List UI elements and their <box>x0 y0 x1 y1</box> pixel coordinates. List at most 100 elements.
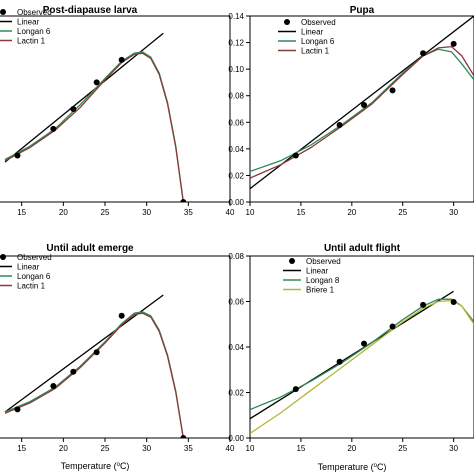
chart-2-y-tick-label: 0.04 <box>228 145 244 154</box>
chart-2-y-tick-label: 0.02 <box>228 171 244 180</box>
chart-4-y-tick-label: 0.08 <box>228 252 244 261</box>
chart-4-observed-point <box>336 358 343 365</box>
chart-2-plot-frame <box>249 15 474 203</box>
chart-3-legend-marker <box>0 254 6 260</box>
chart-3-legend-label: Longan 6 <box>17 272 51 281</box>
chart-1-observed-point <box>70 106 77 112</box>
chart-4-y-tick-label: 0.06 <box>228 298 244 307</box>
chart-4-y-tick-label: 0.02 <box>228 389 244 398</box>
chart-1-observed-point <box>93 79 100 86</box>
chart-3-observed-point <box>180 435 187 438</box>
chart-3-title: Until adult emerge <box>46 243 134 254</box>
chart-4-x-axis-label: Temperature (oC) <box>318 462 387 472</box>
chart-1-observed-point <box>14 152 21 159</box>
chart-2-x-tick-label: 30 <box>449 208 458 217</box>
chart-1-legend-label: Observed <box>17 8 52 17</box>
chart-1-series-linear-line <box>4 32 164 163</box>
chart-4-x-tick-label: 15 <box>296 444 305 453</box>
chart-3-series-longan-6-line <box>4 311 184 438</box>
chart-4-series-longan-8-line <box>250 298 474 411</box>
chart-4-legend-marker <box>289 258 295 264</box>
chart-2-x-tick-label: 15 <box>296 208 305 217</box>
chart-2-y-tick-label: 0.08 <box>228 92 244 101</box>
chart-1-legend-marker <box>0 9 6 15</box>
chart-3-x-tick-label: 35 <box>184 444 193 453</box>
chart-1-legend-label: Lactin 1 <box>17 37 46 46</box>
chart-2-observed-point <box>361 102 368 109</box>
chart-2-series-lactin-1-line <box>250 45 474 179</box>
chart-1-observed-point <box>180 199 187 202</box>
chart-2-x-tick-label: 20 <box>347 208 356 217</box>
chart-3-x-tick-label: 40 <box>226 444 235 453</box>
chart-2-observed-point <box>420 50 427 57</box>
chart-4-observed-point <box>292 386 299 393</box>
chart-2-y-tick-label: 0.00 <box>228 198 244 207</box>
chart-2-legend-label: Observed <box>301 18 336 27</box>
chart-4-observed-point <box>361 340 368 347</box>
chart-3-observed-point <box>70 368 77 375</box>
chart-4-observed-point <box>450 298 457 305</box>
chart-4-title: Until adult flight <box>324 243 401 254</box>
chart-2: Pupa 10 15 20 25 30 0.00 0.02 0.04 0.06 0.08 0.10 0.… <box>228 5 474 217</box>
chart-3-x-tick-label: 30 <box>142 444 151 453</box>
chart-2-observed-point <box>292 152 299 159</box>
chart-4-legend-label: Observed <box>306 257 341 266</box>
chart-2-series-longan-6-line <box>250 48 474 173</box>
chart-1-observed-point <box>118 56 125 63</box>
chart-2-y-tick-label: 0.06 <box>228 118 244 127</box>
chart-1-x-tick-label: 20 <box>59 208 68 217</box>
chart-4-x-tick-label: 25 <box>398 444 407 453</box>
chart-4-observed-point <box>420 301 427 308</box>
chart-4-x-tick-label: 30 <box>449 444 458 453</box>
chart-1-legend-label: Longan 6 <box>17 27 51 36</box>
chart-3-series-lactin-1-line <box>4 312 184 438</box>
chart-1-observed-point <box>50 125 57 132</box>
chart-4-legend-label: Longan 8 <box>306 276 340 285</box>
chart-4-y-tick-label: 0.00 <box>228 434 244 443</box>
chart-2-series-linear-line <box>250 16 474 190</box>
chart-2-observed-point <box>389 87 396 94</box>
chart-2-y-tick-label: 0.14 <box>228 12 244 21</box>
chart-2-legend-label: Longan 6 <box>301 37 335 46</box>
chart-1-series-longan-6-line <box>4 51 184 202</box>
chart-3-x-tick-label: 15 <box>17 444 26 453</box>
chart-4-legend-label: Briere 1 <box>306 286 335 295</box>
chart-2-x-tick-label: 10 <box>246 208 255 217</box>
chart-2-observed-point <box>450 40 457 47</box>
chart-3-legend-label: Lactin 1 <box>17 282 46 291</box>
chart-3: Until adult emerge 15 20 25 30 35 40 ObservedLi… <box>0 243 235 453</box>
chart-4-y-tick-label: 0.04 <box>228 343 244 352</box>
chart-3-legend-label: Linear <box>17 263 40 272</box>
chart-2-legend-label: Lactin 1 <box>301 47 330 56</box>
chart-2-legend-label: Linear <box>301 28 324 37</box>
chart-4-series-briere-1-line <box>250 299 474 434</box>
chart-1-title: Post-diapause larva <box>43 5 138 16</box>
chart-3-observed-point <box>50 383 57 389</box>
chart-3-x-tick-label: 20 <box>59 444 68 453</box>
chart-2-data <box>250 16 474 190</box>
chart-1-x-tick-label: 30 <box>142 208 151 217</box>
chart-2-y-tick-label: 0.10 <box>228 65 244 74</box>
chart-1-data <box>4 32 187 202</box>
chart-1-series-lactin-1-line <box>4 52 184 202</box>
chart-3-data <box>4 294 187 438</box>
chart-3-legend-label: Observed <box>17 253 52 262</box>
chart-2-title: Pupa <box>350 5 375 16</box>
chart-3-observed-point <box>14 406 21 413</box>
chart-4-x-tick-label: 10 <box>246 444 255 453</box>
chart-2-legend-marker <box>284 19 290 25</box>
chart-3-observed-point <box>93 349 100 356</box>
chart-1-x-tick-label: 40 <box>226 208 235 217</box>
chart-4-data <box>250 290 474 434</box>
chart-2-y-tick-label: 0.12 <box>228 39 244 48</box>
chart-4-legend-label: Linear <box>306 267 329 276</box>
chart-1-x-tick-label: 25 <box>101 208 110 217</box>
chart-4-series-linear-line <box>250 290 454 420</box>
chart-4: Until adult flight 10 15 20 25 30 0.00 0.02 0.04… <box>228 243 474 472</box>
chart-1-legend-label: Linear <box>17 18 40 27</box>
